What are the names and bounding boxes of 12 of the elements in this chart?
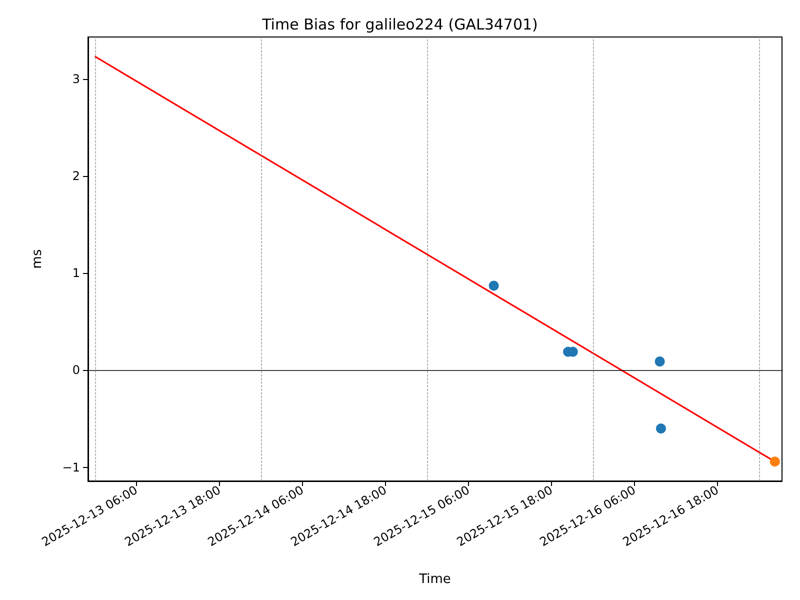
point bbox=[770, 456, 780, 467]
point bbox=[656, 424, 666, 434]
y-tick-label: 0 bbox=[72, 363, 80, 378]
y-axis-title: ms bbox=[30, 249, 45, 269]
y-tick-label: 2 bbox=[72, 168, 80, 183]
point bbox=[654, 356, 665, 366]
x-axis-title: Time bbox=[418, 572, 451, 587]
chart-title: Time Bias for galileo224 (GAL34701) bbox=[261, 16, 538, 34]
point bbox=[488, 280, 499, 291]
y-tick-label: 1 bbox=[72, 266, 80, 280]
y-tick-label: −1 bbox=[62, 460, 80, 474]
y-tick-label: 3 bbox=[72, 72, 80, 86]
